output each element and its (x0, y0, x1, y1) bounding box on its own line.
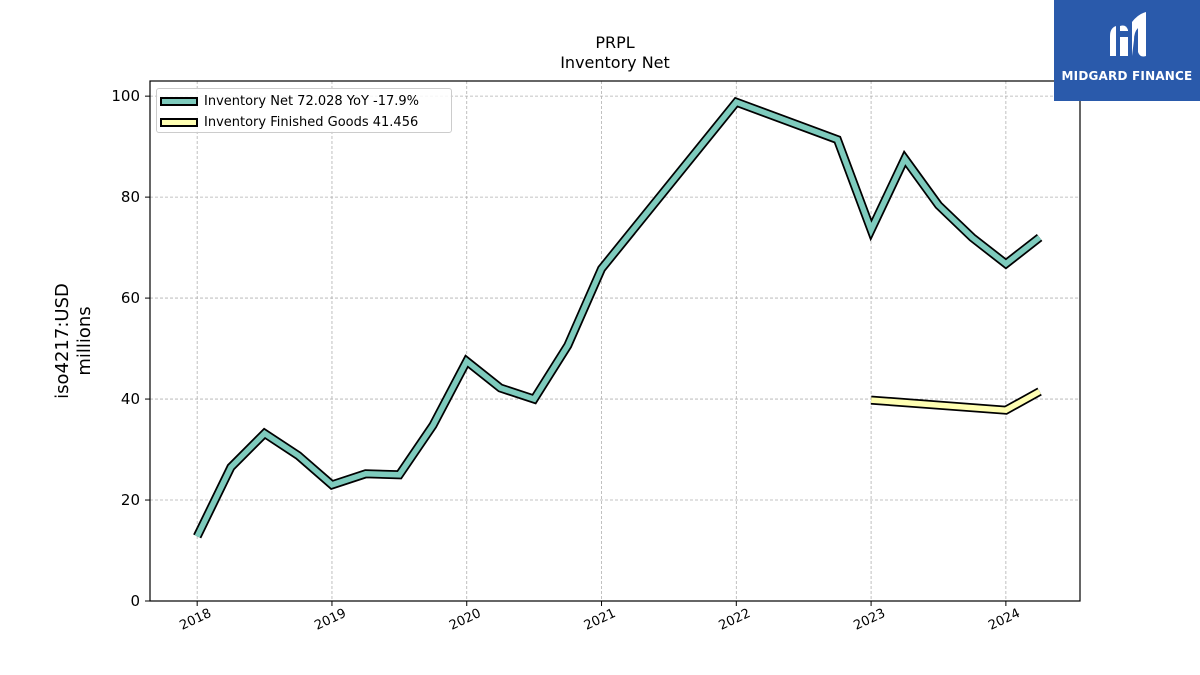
x-tick-label: 2024 (986, 606, 1022, 634)
x-tick-label: 2021 (582, 606, 618, 634)
x-tick-label: 2018 (178, 606, 214, 634)
y-tick-label: 80 (121, 188, 140, 206)
legend-swatch-inventory-net (160, 96, 198, 106)
y-tick-label: 40 (121, 390, 140, 408)
brand-logo: MIDGARD FINANCE (1054, 0, 1200, 101)
y-tick-label: 60 (121, 289, 140, 307)
x-tick-label: 2019 (312, 606, 348, 634)
y-tick-label: 100 (111, 87, 140, 105)
y-axis-label-line1: iso4217:USD (52, 283, 73, 399)
series-line-inventory-finished-goods (870, 389, 1041, 414)
legend-item-finished-goods: Inventory Finished Goods 41.456 (157, 113, 418, 131)
logo-mark-icon (1110, 12, 1146, 57)
y-tick-label: 20 (121, 491, 140, 509)
legend-label-finished-goods: Inventory Finished Goods 41.456 (204, 114, 419, 130)
series-line-inventory-net (194, 98, 1042, 538)
y-axis-label-line2: millions (74, 306, 95, 375)
y-tick-label: 0 (130, 592, 140, 610)
legend: Inventory Net 72.028 YoY -17.9% Inventor… (156, 88, 452, 133)
plot-frame (149, 80, 1081, 602)
legend-swatch-finished-goods (160, 117, 198, 127)
logo-text: MIDGARD FINANCE (1061, 69, 1193, 83)
chart-title: PRPL (595, 33, 634, 52)
x-tick-label: 2020 (447, 606, 483, 634)
legend-label-inventory-net: Inventory Net 72.028 YoY -17.9% (204, 93, 420, 109)
grid (150, 81, 1080, 602)
legend-item-inventory-net: Inventory Net 72.028 YoY -17.9% (157, 92, 419, 110)
chart-subtitle: Inventory Net (560, 53, 670, 72)
x-tick-label: 2023 (851, 606, 887, 634)
x-tick-label: 2022 (717, 606, 753, 634)
axes: 0 20 40 60 80 100 2018 2019 2020 2021 2022 2023 2024 (111, 87, 1022, 633)
series-layer (193, 96, 1043, 539)
